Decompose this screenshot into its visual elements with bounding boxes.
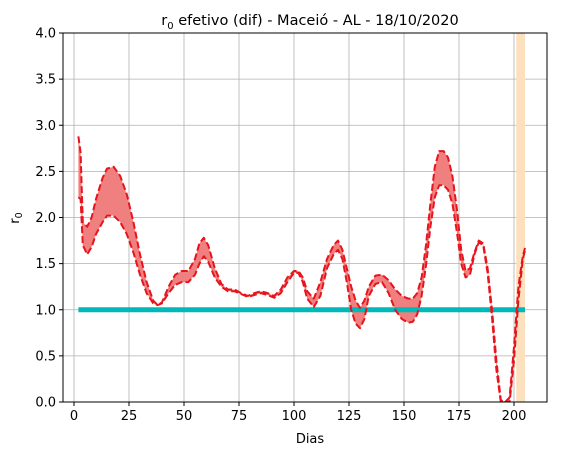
x-tick-label: 125	[337, 409, 362, 424]
lower-line	[77, 184, 526, 402]
x-tick-label: 50	[176, 409, 193, 424]
x-tick-label: 0	[70, 409, 78, 424]
y-tick-label: 2.0	[35, 211, 56, 226]
y-tick-label: 2.5	[35, 165, 56, 180]
y-axis-label: r0	[8, 212, 25, 223]
x-tick-label: 200	[502, 409, 527, 424]
x-tick-label: 75	[231, 409, 248, 424]
y-tick-label: 1.0	[35, 303, 56, 318]
ticks: 0 25 50 75 100 125 150 175 200 0.0 0.5 1.0 1.5 2.0 2.5…	[35, 27, 526, 425]
y-tick-label: 4.0	[35, 27, 56, 42]
highlight-band-layer	[516, 33, 525, 402]
highlight-band	[516, 33, 525, 402]
y-tick-label: 0.5	[35, 349, 56, 364]
x-tick-label: 25	[121, 409, 138, 424]
y-tick-label: 3.5	[35, 73, 56, 88]
y-tick-label: 1.5	[35, 257, 56, 272]
x-tick-label: 100	[282, 409, 307, 424]
x-tick-label: 175	[447, 409, 472, 424]
y-tick-label: 0.0	[35, 396, 56, 411]
x-tick-label: 150	[392, 409, 417, 424]
y-tick-label: 3.0	[35, 119, 56, 134]
upper-line	[77, 136, 526, 402]
series-layer	[77, 136, 526, 402]
x-axis-label: Dias	[296, 432, 325, 447]
chart-title: r0 efetivo (dif) - Maceió - AL - 18/10/2…	[161, 13, 458, 32]
